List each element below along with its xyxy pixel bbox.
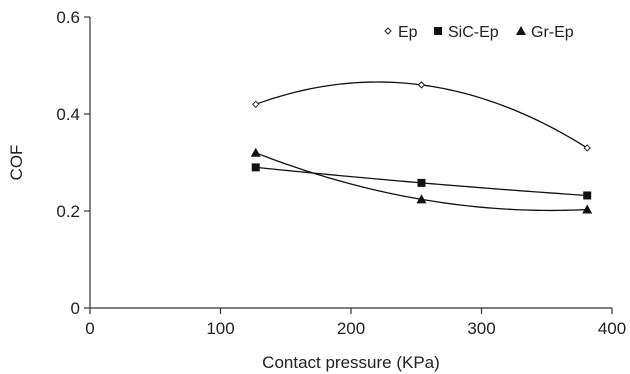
legend-marker-gr-ep [516,26,526,35]
y-tick-label: 0.2 [56,202,80,221]
point-ep [252,100,260,109]
y-tick-label: 0.4 [56,105,80,124]
legend: Ep SiC-Ep Gr-Ep [384,24,574,41]
x-tick-label: 100 [206,319,234,338]
legend-label-sic-ep: SiC-Ep [448,24,499,41]
point-ep [583,144,591,152]
axes [89,17,612,309]
legend-marker-sic-ep [434,27,442,35]
y-axis-title: COF [7,145,26,181]
point-gr-ep [582,204,593,214]
legend-label-gr-ep: Gr-Ep [531,24,574,41]
ticks: 0 100 200 300 400 0 0.2 0.4 0.6 [56,8,626,338]
legend-marker-ep [384,27,392,35]
point-ep [417,81,426,89]
data-markers [250,81,593,214]
point-sic-ep [583,191,592,200]
point-sic-ep [251,163,260,172]
y-tick-label: 0 [71,299,80,318]
x-tick-label: 0 [85,319,94,338]
x-axis-title: Contact pressure (KPa) [262,353,440,372]
x-tick-label: 200 [337,319,365,338]
x-tick-label: 400 [598,319,626,338]
point-gr-ep [250,147,261,157]
point-gr-ep [416,194,427,204]
trend-curves [255,81,588,212]
trendline-ep [255,81,588,149]
point-sic-ep [417,178,426,187]
x-tick-label: 300 [467,319,495,338]
y-tick-label: 0.6 [56,8,80,27]
legend-label-ep: Ep [398,24,418,41]
